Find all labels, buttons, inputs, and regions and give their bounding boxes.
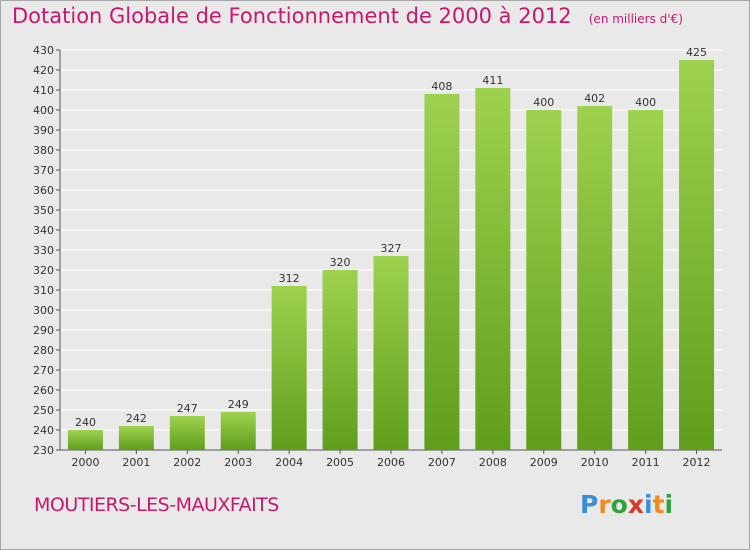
value-label-2001: 242 [126, 412, 147, 425]
y-tick-label: 430 [33, 44, 54, 57]
logo-letter: x [627, 490, 644, 519]
logo-letter: i [644, 490, 653, 519]
chart-title-block: Dotation Globale de Fonctionnement de 20… [12, 4, 683, 28]
value-label-2012: 425 [686, 46, 707, 59]
logo-letter: t [652, 490, 665, 519]
bar-2007 [424, 94, 460, 450]
y-tick-label: 340 [33, 224, 54, 237]
value-label-2010: 402 [584, 92, 605, 105]
x-tick-label-2010: 2010 [581, 456, 609, 469]
y-tick-label: 300 [33, 304, 54, 317]
value-label-2009: 400 [533, 96, 554, 109]
value-label-2004: 312 [279, 272, 300, 285]
chart-title: Dotation Globale de Fonctionnement de 20… [12, 4, 572, 28]
x-tick-label-2001: 2001 [122, 456, 150, 469]
y-tick-label: 390 [33, 124, 54, 137]
x-tick-label-2011: 2011 [632, 456, 660, 469]
value-label-2011: 400 [635, 96, 656, 109]
y-tick-label: 380 [33, 144, 54, 157]
y-tick-label: 410 [33, 84, 54, 97]
x-tick-label-2007: 2007 [428, 456, 456, 469]
x-tick-label-2005: 2005 [326, 456, 354, 469]
proxiti-logo: Proxiti [580, 490, 673, 519]
logo-letter: P [580, 490, 599, 519]
bar-2002 [169, 416, 205, 450]
y-tick-label: 260 [33, 384, 54, 397]
x-tick-label-2000: 2000 [71, 456, 99, 469]
value-label-2000: 240 [75, 416, 96, 429]
value-label-2008: 411 [482, 74, 503, 87]
x-tick-label-2002: 2002 [173, 456, 201, 469]
value-label-2006: 327 [381, 242, 402, 255]
y-tick-label: 290 [33, 324, 54, 337]
x-tick-label-2012: 2012 [683, 456, 711, 469]
logo-letter: i [664, 490, 674, 519]
bar-2008 [475, 88, 511, 450]
x-tick-label-2004: 2004 [275, 456, 303, 469]
bar-2009 [526, 110, 562, 450]
bar-layer [67, 60, 715, 450]
x-tick-label-2003: 2003 [224, 456, 252, 469]
y-tick-label: 320 [33, 264, 54, 277]
label-layer: 240 242 247 249 312 320 327 408 411 400 402 400 425 [75, 46, 707, 429]
value-label-2005: 320 [330, 256, 351, 269]
y-tick-label: 310 [33, 284, 54, 297]
y-tick-label: 270 [33, 364, 54, 377]
value-label-2002: 247 [177, 402, 198, 415]
y-tick-label: 280 [33, 344, 54, 357]
bar-2004 [271, 286, 307, 450]
y-tick-label: 360 [33, 184, 54, 197]
bar-2006 [373, 256, 409, 450]
y-tick-label: 400 [33, 104, 54, 117]
y-tick-label: 240 [33, 424, 54, 437]
y-tick-label: 370 [33, 164, 54, 177]
y-tick-label: 230 [33, 444, 54, 457]
bar-2012 [679, 60, 715, 450]
chart-unit: (en milliers d'€) [588, 12, 683, 26]
value-label-2007: 408 [431, 80, 452, 93]
y-tick-label: 350 [33, 204, 54, 217]
bar-2003 [220, 412, 256, 450]
x-tick-label-2009: 2009 [530, 456, 558, 469]
city-name: MOUTIERS-LES-MAUXFAITS [34, 494, 279, 516]
logo-letter: o [610, 490, 628, 519]
bar-2001 [118, 426, 154, 450]
value-label-2003: 249 [228, 398, 249, 411]
y-tick-label: 420 [33, 64, 54, 77]
bar-2011 [628, 110, 664, 450]
x-tick-label-2006: 2006 [377, 456, 405, 469]
bar-2005 [322, 270, 358, 450]
bar-2010 [577, 106, 613, 450]
x-tick-label-2008: 2008 [479, 456, 507, 469]
y-tick-label: 330 [33, 244, 54, 257]
y-tick-label: 250 [33, 404, 54, 417]
bar-2000 [67, 430, 103, 450]
logo-letter: r [598, 490, 611, 519]
